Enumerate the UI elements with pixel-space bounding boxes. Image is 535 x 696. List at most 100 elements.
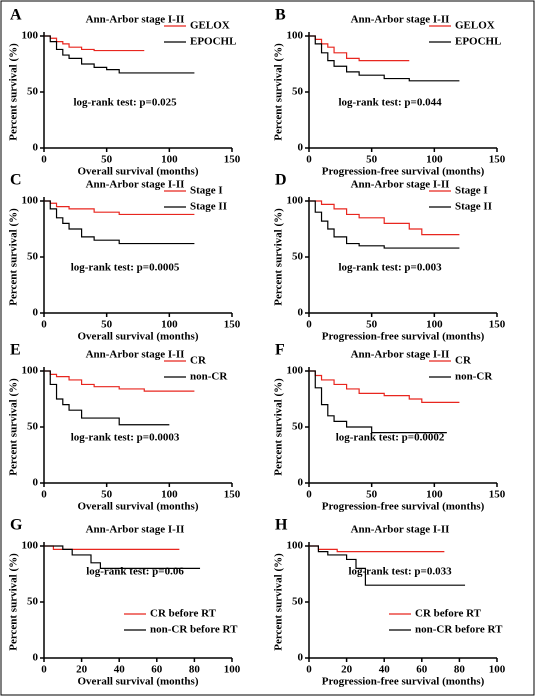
legend-label: Stage II: [455, 201, 492, 213]
chart-title: Ann-Arbor stage I-II: [86, 179, 185, 191]
x-tick-label: 40: [114, 664, 126, 676]
y-axis-label: Percent survival (%): [8, 553, 20, 651]
x-axis-label: Progression-free survival (months): [322, 501, 485, 513]
annotation: log-rank test: p=0.0003: [71, 432, 180, 444]
x-axis-label: Overall survival (months): [78, 331, 199, 343]
x-tick-label: 20: [76, 664, 88, 676]
y-tick-label: 50: [27, 86, 39, 98]
chart-title: Ann-Arbor stage I-II: [351, 14, 450, 26]
x-tick-label: 80: [189, 664, 201, 676]
legend-label: CR before RT: [415, 608, 482, 620]
x-tick-label: 100: [426, 489, 443, 501]
x-tick-label: 0: [306, 664, 312, 676]
y-tick-label: 100: [287, 30, 304, 42]
x-tick-label: 60: [416, 664, 428, 676]
legend-label: non-CR: [190, 371, 228, 383]
survival-curve: [309, 545, 445, 553]
chart-title: Ann-Arbor stage I-II: [351, 349, 450, 361]
panel-letter: F: [275, 342, 285, 359]
x-tick-label: 100: [161, 154, 178, 166]
survival-curve: [44, 35, 145, 52]
y-axis-label: Percent survival (%): [273, 553, 285, 651]
legend-label: Stage II: [190, 201, 227, 213]
legend-label: EPOCHL: [455, 36, 501, 48]
panel-letter: H: [275, 517, 288, 534]
survival-curve: [309, 545, 466, 586]
x-tick-label: 0: [41, 319, 47, 331]
y-axis-label: Percent survival (%): [273, 208, 285, 306]
survival-curve: [44, 370, 170, 426]
x-tick-label: 50: [366, 319, 378, 331]
x-tick-label: 150: [224, 319, 241, 331]
x-tick-label: 100: [161, 319, 178, 331]
y-tick-label: 0: [33, 142, 39, 154]
y-tick-label: 100: [22, 365, 39, 377]
y-axis-label: Percent survival (%): [273, 43, 285, 141]
x-tick-label: 150: [489, 489, 506, 501]
x-tick-label: 150: [489, 154, 506, 166]
legend-label: CR: [190, 355, 207, 367]
survival-curve: [44, 370, 195, 392]
x-tick-label: 0: [41, 489, 47, 501]
annotation: log-rank test: p=0.0005: [71, 262, 180, 274]
legend-label: Stage I: [190, 185, 223, 197]
y-tick-label: 0: [298, 652, 304, 664]
y-tick-label: 100: [22, 540, 39, 552]
legend-label: GELOX: [455, 20, 495, 32]
survival-curve: [309, 370, 447, 434]
x-axis-label: Overall survival (months): [78, 501, 199, 513]
legend-label: CR before RT: [150, 608, 217, 620]
y-tick-label: 50: [292, 596, 304, 608]
x-tick-label: 50: [101, 489, 113, 501]
chart-title: Ann-Arbor stage I-II: [351, 524, 450, 536]
y-tick-label: 50: [292, 86, 304, 98]
panel-letter: G: [10, 517, 23, 534]
x-axis-label: Overall survival (months): [78, 676, 199, 688]
y-tick-label: 0: [298, 142, 304, 154]
y-tick-label: 0: [298, 307, 304, 319]
panel-letter: D: [275, 172, 287, 189]
legend-label: non-CR before RT: [415, 624, 503, 636]
y-tick-label: 50: [27, 421, 39, 433]
y-axis-label: Percent survival (%): [8, 43, 20, 141]
x-tick-label: 100: [224, 664, 241, 676]
y-tick-label: 100: [287, 540, 304, 552]
survival-curve: [44, 35, 195, 74]
x-axis-label: Progression-free survival (months): [322, 676, 485, 688]
annotation: log-rank test: p=0.033: [348, 566, 452, 578]
x-tick-label: 100: [489, 664, 506, 676]
chart-title: Ann-Arbor stage I-II: [86, 14, 185, 26]
panel-letter: A: [10, 7, 22, 24]
panel-letter: E: [10, 342, 21, 359]
x-tick-label: 0: [41, 664, 47, 676]
x-tick-label: 50: [101, 319, 113, 331]
survival-curve: [44, 200, 195, 245]
chart-title: Ann-Arbor stage I-II: [351, 179, 450, 191]
x-tick-label: 0: [306, 489, 312, 501]
x-tick-label: 60: [151, 664, 163, 676]
x-tick-label: 50: [366, 489, 378, 501]
x-tick-label: 0: [41, 154, 47, 166]
x-axis-label: Progression-free survival (months): [322, 166, 485, 178]
panel-letter: C: [10, 172, 22, 189]
annotation: log-rank test: p=0.025: [73, 97, 177, 109]
x-tick-label: 150: [224, 489, 241, 501]
y-tick-label: 50: [292, 251, 304, 263]
x-tick-label: 100: [426, 154, 443, 166]
legend-label: EPOCHL: [190, 36, 236, 48]
x-tick-label: 50: [101, 154, 113, 166]
survival-curve: [44, 545, 201, 569]
y-tick-label: 0: [33, 652, 39, 664]
legend-label: CR: [455, 355, 472, 367]
y-tick-label: 50: [27, 596, 39, 608]
survival-curve: [309, 35, 460, 82]
survival-curve: [309, 370, 460, 403]
x-tick-label: 40: [379, 664, 391, 676]
survival-curve: [309, 35, 410, 62]
annotation: log-rank test: p=0.044: [338, 97, 442, 109]
x-axis-label: Overall survival (months): [78, 166, 199, 178]
y-tick-label: 100: [22, 30, 39, 42]
